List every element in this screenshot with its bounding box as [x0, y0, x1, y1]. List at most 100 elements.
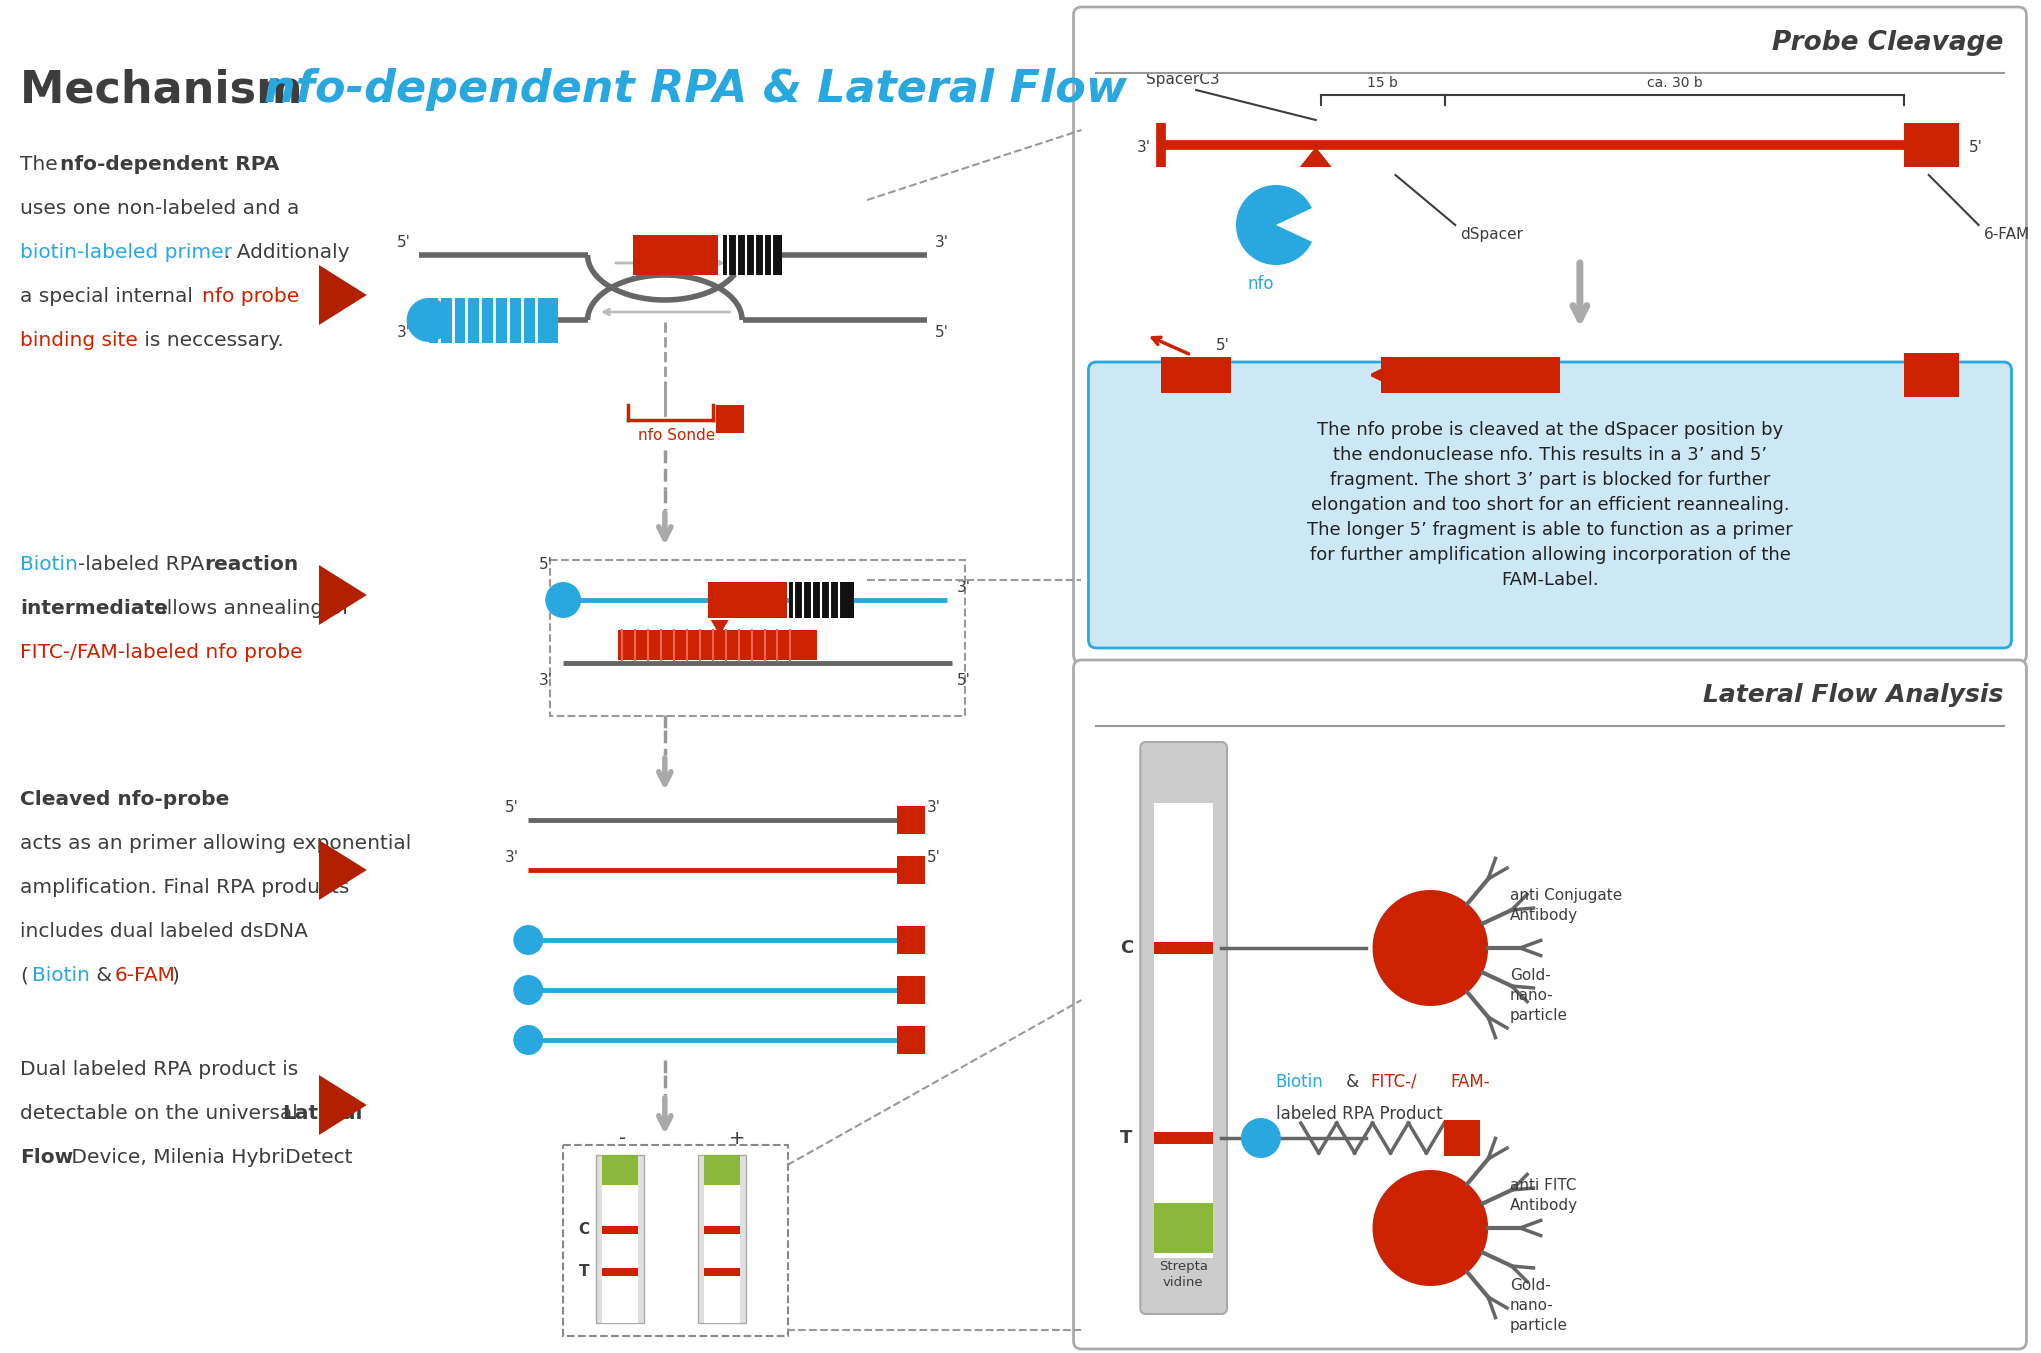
Circle shape [514, 1026, 543, 1055]
FancyBboxPatch shape [1074, 7, 2027, 663]
Text: intermediate: intermediate [20, 599, 167, 618]
Text: amplification. Final RPA products: amplification. Final RPA products [20, 878, 349, 897]
Text: C: C [578, 1223, 590, 1238]
Bar [429, 298, 557, 344]
Text: a special internal: a special internal [20, 287, 200, 306]
Bar [596, 1155, 643, 1323]
Text: T: T [1121, 1128, 1133, 1147]
Text: biotin-labeled primer: biotin-labeled primer [20, 244, 233, 262]
Text: binding site: binding site [20, 331, 139, 350]
Text: includes dual labeled dsDNA: includes dual labeled dsDNA [20, 921, 308, 940]
Polygon shape [710, 620, 729, 635]
Polygon shape [318, 1076, 367, 1135]
Text: uses one non-labeled and a: uses one non-labeled and a [20, 199, 300, 218]
Text: 5': 5' [927, 850, 941, 865]
Text: reaction: reaction [204, 555, 298, 574]
Text: Biotin: Biotin [20, 555, 78, 574]
Text: (: ( [20, 966, 29, 985]
Text: Gold-
nano-
particle: Gold- nano- particle [1510, 967, 1567, 1023]
Text: &: & [1341, 1073, 1363, 1091]
Bar [1161, 357, 1231, 392]
Text: 5': 5' [1970, 139, 1982, 154]
Text: 3': 3' [1137, 369, 1151, 384]
Text: nfo-dependent RPA & Lateral Flow: nfo-dependent RPA & Lateral Flow [263, 68, 1127, 111]
Bar [708, 582, 788, 618]
Wedge shape [1276, 207, 1318, 242]
Bar [704, 1155, 739, 1185]
Bar [1904, 123, 1959, 166]
Text: 3': 3' [957, 580, 972, 595]
Text: FAM-: FAM- [1451, 1073, 1490, 1091]
Text: -: - [618, 1128, 627, 1147]
Circle shape [1241, 1118, 1282, 1158]
Bar [704, 1155, 739, 1323]
Bar [898, 976, 925, 1004]
Bar [1904, 353, 1959, 396]
Text: nfo probe: nfo probe [202, 287, 300, 306]
Bar [698, 1155, 745, 1323]
Text: Lateral Flow Analysis: Lateral Flow Analysis [1702, 683, 2004, 708]
Bar [618, 630, 816, 660]
Text: 6-FAM: 6-FAM [1984, 227, 2029, 242]
Text: Dual labeled RPA product is: Dual labeled RPA product is [20, 1059, 298, 1078]
Text: Device, Milenia HybriDetect: Device, Milenia HybriDetect [65, 1147, 353, 1168]
Text: 5': 5' [504, 800, 518, 815]
Polygon shape [1300, 147, 1331, 166]
Circle shape [545, 582, 582, 618]
Text: nfo-dependent RPA: nfo-dependent RPA [59, 156, 280, 175]
Text: The: The [20, 156, 63, 175]
Text: 5': 5' [957, 672, 972, 687]
Circle shape [514, 925, 543, 955]
Bar [898, 806, 925, 833]
Polygon shape [318, 840, 367, 900]
Bar [704, 1268, 739, 1276]
Text: Gold-
nano-
particle: Gold- nano- particle [1510, 1279, 1567, 1333]
Bar [602, 1226, 639, 1234]
Text: nfo Sonde: nfo Sonde [639, 428, 714, 442]
Text: 6-FAM: 6-FAM [114, 966, 176, 985]
Text: 5': 5' [1216, 337, 1231, 353]
Text: dSpacer: dSpacer [1459, 227, 1523, 242]
Text: -labeled RPA: -labeled RPA [78, 555, 210, 574]
Text: anti Conjugate
Antibody: anti Conjugate Antibody [1510, 888, 1623, 923]
Text: is neccessary.: is neccessary. [137, 331, 284, 350]
Polygon shape [318, 566, 367, 625]
Text: 3': 3' [504, 850, 518, 865]
Bar [1155, 802, 1212, 1258]
Text: C: C [1121, 939, 1133, 957]
Circle shape [514, 976, 543, 1005]
Circle shape [1372, 1170, 1488, 1285]
Bar [723, 235, 782, 275]
Text: 3': 3' [1357, 369, 1372, 384]
Bar [1380, 357, 1559, 392]
Bar [716, 405, 743, 433]
Text: nfo: nfo [1247, 275, 1274, 294]
Text: Lateral: Lateral [282, 1104, 363, 1123]
Text: Flow: Flow [20, 1147, 73, 1168]
Bar [1155, 1203, 1212, 1253]
Circle shape [406, 298, 451, 342]
Polygon shape [318, 265, 367, 325]
Text: . Additionaly: . Additionaly [225, 244, 349, 262]
Text: Biotin: Biotin [33, 966, 90, 985]
Bar [704, 1226, 739, 1234]
Text: Cleaved nfo-probe: Cleaved nfo-probe [20, 790, 229, 809]
Bar [1445, 1120, 1480, 1155]
Text: Probe Cleavage: Probe Cleavage [1772, 30, 2004, 55]
Bar [898, 1026, 925, 1054]
Text: ca. 30 b: ca. 30 b [1647, 76, 1702, 91]
Text: anti FITC
Antibody: anti FITC Antibody [1510, 1178, 1578, 1212]
Text: Biotin: Biotin [1276, 1073, 1325, 1091]
Bar [898, 856, 925, 884]
Text: labeled RPA Product: labeled RPA Product [1276, 1105, 1443, 1123]
Text: FITC-/: FITC-/ [1372, 1073, 1416, 1091]
Bar [602, 1155, 639, 1323]
Text: 3': 3' [1137, 139, 1151, 154]
Text: ): ) [171, 966, 180, 985]
Text: acts as an primer allowing exponential: acts as an primer allowing exponential [20, 833, 410, 852]
Text: 5': 5' [539, 557, 553, 572]
Text: The nfo probe is cleaved at the dSpacer position by
the endonuclease nfo. This r: The nfo probe is cleaved at the dSpacer … [1306, 421, 1792, 589]
Bar [602, 1155, 639, 1185]
Text: &: & [90, 966, 118, 985]
Bar [790, 582, 855, 618]
